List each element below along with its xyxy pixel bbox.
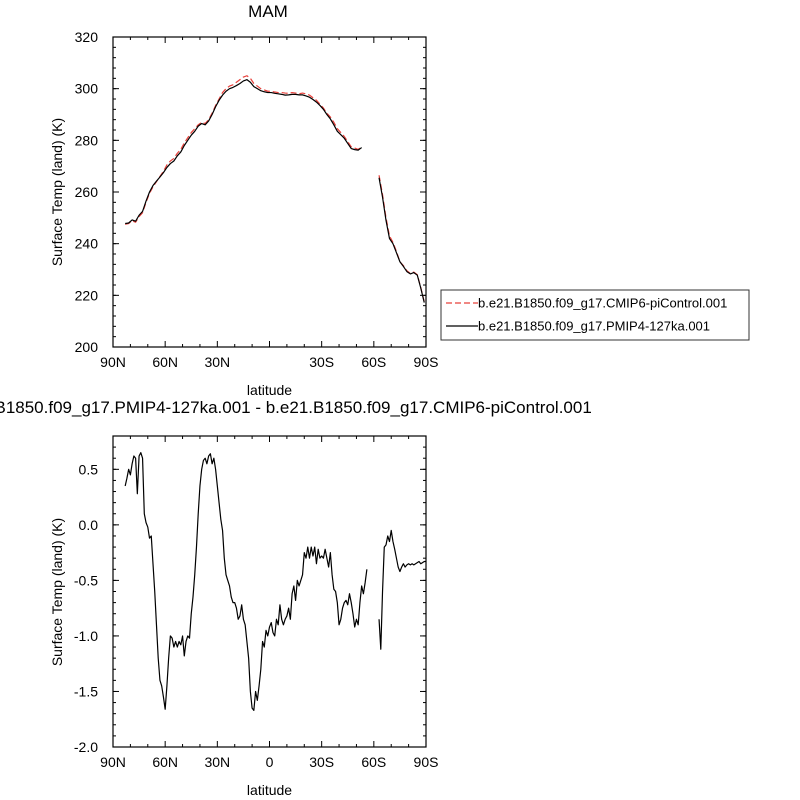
bottom-y-tick-label: 0.0 [79,517,99,533]
top-x-tick-label: 60S [361,354,386,370]
bottom-x-tick-label: 60S [361,754,386,770]
bottom-title: b.e21.B1850.f09_g17.PMIP4-127ka.001 - b.… [0,398,592,417]
top-x-tick-label: 90S [414,354,439,370]
top-y-tick-label: 300 [75,81,99,97]
top-y-axis-label: Surface Temp (land) (K) [49,118,65,266]
top-x-axis-label: latitude [247,382,292,398]
bottom-x-axis-label: latitude [247,782,292,798]
bottom-y-tick-label: -0.5 [74,572,98,588]
legend-box [440,289,750,341]
top-title: MAM [248,2,288,21]
top-series-line-1 [378,177,425,303]
bottom-panel: b.e21.B1850.f09_g17.PMIP4-127ka.001 - b.… [0,398,592,798]
top-series-line-1 [125,79,363,225]
top-series-line-0 [378,175,425,302]
top-plot-area: 90N 60N 30N 30S 60S 90S 200 220 240 260 280 300 320 [75,29,439,370]
legend-label-picontrol: b.e21.B1850.f09_g17.CMIP6-piControl.001 [478,296,727,311]
top-y-tick-label: 260 [75,184,99,200]
top-x-tick-label: 30N [204,354,230,370]
bottom-series-line-0 [124,452,368,711]
top-x-tick-label: 30S [309,354,334,370]
bottom-x-tick-label: 60N [152,754,178,770]
top-y-tick-label: 280 [75,132,99,148]
bottom-x-tick-label: 30N [204,754,230,770]
top-y-tick-label: 200 [75,339,99,355]
top-y-tick-label: 320 [75,29,99,45]
top-plot-frame [112,36,427,348]
bottom-x-tick-label: 0 [266,754,274,770]
top-y-tick-label: 220 [75,287,99,303]
bottom-series-line-0 [378,529,426,650]
top-x-tick-label: 60N [152,354,178,370]
top-series-line-0 [125,75,363,225]
bottom-y-axis-label: Surface Temp (land) (K) [49,518,65,666]
bottom-y-tick-label: -1.0 [74,628,98,644]
top-panel: MAM 90N 60N 30N 30S 60S 90S 200 220 240 260 280 300… [49,2,750,398]
bottom-x-tick-label: 30S [309,754,334,770]
bottom-x-tick-label: 90S [414,754,439,770]
bottom-plot-frame [112,435,427,748]
bottom-y-tick-label: -2.0 [74,739,98,755]
legend-label-127ka: b.e21.B1850.f09_g17.PMIP4-127ka.001 [478,319,710,334]
top-y-tick-label: 240 [75,236,99,252]
bottom-y-tick-label: 0.5 [79,461,99,477]
bottom-x-tick-label: 90N [100,754,126,770]
bottom-y-tick-label: -1.5 [74,683,98,699]
top-x-tick-label: 90N [100,354,126,370]
top-legend: b.e21.B1850.f09_g17.CMIP6-piControl.001 … [440,289,750,341]
bottom-plot-area: 90N 60N 30N 0 30S 60S 90S -2.0 -1.5 -1.0 -0.5 0.0 0.… [74,435,439,770]
